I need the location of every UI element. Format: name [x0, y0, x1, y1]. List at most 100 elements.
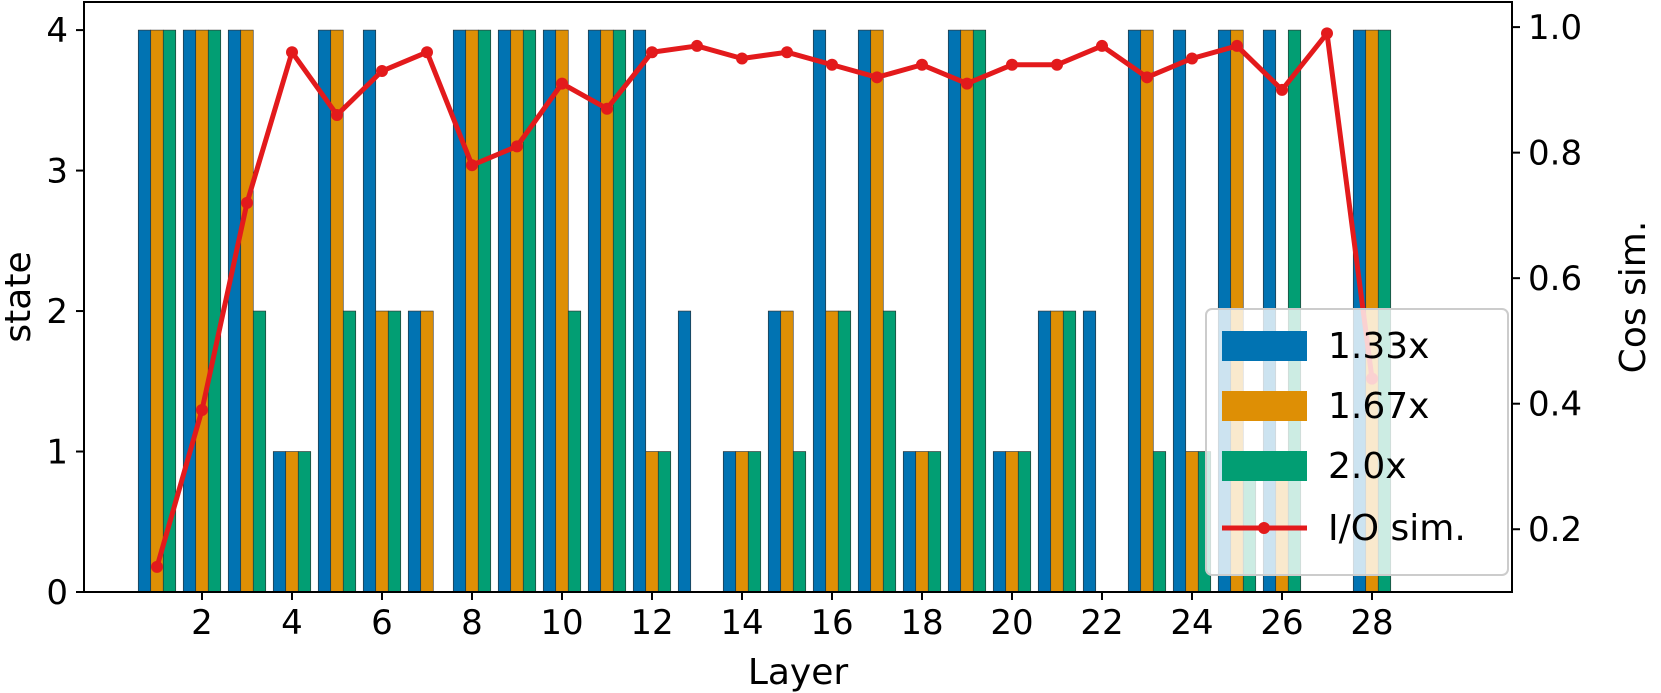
bar-2-0x-layer-15 [792, 451, 807, 593]
bar-2-0x-layer-4 [297, 451, 312, 593]
bar-1-33x-layer-15 [767, 310, 782, 593]
bar-2-0x-layer-23 [1152, 451, 1167, 593]
bar-1-67x-layer-6 [375, 310, 389, 593]
x-axis-ticks: 2 4 6 8 10 12 14 16 18 20 22 24 26 28 [191, 592, 1394, 643]
bar-1-33x-layer-18 [902, 451, 917, 593]
bar-1-67x-layer-23 [1140, 29, 1154, 593]
bar-1-33x-layer-16 [812, 29, 827, 593]
bar-2-0x-layer-16 [837, 310, 852, 593]
bar-1-67x-layer-4 [285, 451, 299, 593]
bar-1-67x-layer-3 [240, 29, 254, 593]
io-sim-point-layer-9 [511, 140, 523, 153]
y-tick-label-1: 1 [46, 433, 68, 473]
bar-1-67x-layer-1 [150, 29, 164, 593]
io-sim-point-layer-17 [871, 71, 883, 84]
y-right-tick-label-0-2: 0.2 [1528, 510, 1582, 550]
bar-2-0x-layer-19 [972, 29, 987, 593]
io-sim-point-layer-6 [376, 65, 388, 78]
io-sim-point-layer-25 [1231, 39, 1243, 52]
bar-1-67x-layer-19 [960, 29, 974, 593]
bars-group [137, 29, 1392, 593]
bar-2-0x-layer-14 [747, 451, 762, 593]
y-right-tick-label-0-6: 0.6 [1528, 259, 1582, 299]
bar-2-0x-layer-8 [477, 29, 492, 593]
bar-1-67x-layer-12 [645, 451, 659, 593]
io-sim-point-layer-24 [1186, 52, 1198, 65]
io-sim-point-layer-20 [1006, 58, 1018, 71]
io-sim-point-layer-11 [601, 102, 613, 115]
bar-1-33x-layer-13 [677, 310, 692, 593]
io-sim-point-layer-2 [196, 403, 208, 416]
y-right-tick-label-0-8: 0.8 [1528, 134, 1582, 174]
legend-label-1-67x: 1.67x [1328, 386, 1429, 427]
bar-1-33x-layer-4 [272, 451, 287, 593]
bar-1-33x-layer-7 [407, 310, 422, 593]
bar-2-0x-layer-2 [207, 29, 222, 593]
bar-1-67x-layer-16 [825, 310, 839, 593]
x-tick-label-10: 10 [540, 603, 583, 643]
bar-1-33x-layer-10 [542, 29, 557, 593]
bar-2-0x-layer-9 [522, 29, 537, 593]
bar-1-67x-layer-20 [1005, 451, 1019, 593]
io-sim-point-layer-22 [1096, 39, 1108, 52]
bar-1-67x-layer-18 [915, 451, 929, 593]
legend-marker-io-sim [1258, 522, 1270, 534]
bar-2-0x-layer-20 [1017, 451, 1032, 593]
io-sim-point-layer-10 [556, 77, 568, 90]
bar-1-33x-layer-5 [317, 29, 332, 593]
io-sim-point-layer-27 [1321, 27, 1333, 40]
bar-2-0x-layer-6 [387, 310, 402, 593]
bar-1-33x-layer-20 [992, 451, 1007, 593]
x-tick-label-24: 24 [1170, 603, 1213, 643]
y-right-tick-label-0-4: 0.4 [1528, 385, 1582, 425]
io-sim-point-layer-15 [781, 46, 793, 59]
x-tick-label-16: 16 [810, 603, 853, 643]
y-tick-label-2: 2 [46, 292, 68, 332]
io-sim-point-layer-18 [916, 58, 928, 71]
bar-1-33x-layer-19 [947, 29, 962, 593]
bar-1-33x-layer-17 [857, 29, 872, 593]
bar-2-0x-layer-17 [882, 310, 897, 593]
y-right-axis-label: Cos sim. [1613, 221, 1654, 374]
io-sim-point-layer-5 [331, 108, 343, 121]
io-sim-point-layer-7 [421, 46, 433, 59]
bar-1-67x-layer-15 [780, 310, 794, 593]
io-sim-point-layer-23 [1141, 71, 1153, 84]
bar-1-33x-layer-22 [1082, 310, 1097, 593]
legend-swatch-1-67x [1222, 391, 1307, 421]
io-sim-point-layer-14 [736, 52, 748, 65]
legend-swatch-1-33x [1222, 331, 1307, 361]
bar-1-67x-layer-7 [420, 310, 434, 593]
y-tick-label-4: 4 [46, 11, 68, 51]
bar-1-33x-layer-9 [497, 29, 512, 593]
io-sim-point-layer-21 [1051, 58, 1063, 71]
io-sim-point-layer-16 [826, 58, 838, 71]
io-sim-point-layer-4 [286, 46, 298, 59]
legend-swatch-2-0x [1222, 451, 1307, 481]
y-right-tick-label-1-0: 1.0 [1528, 8, 1582, 48]
io-sim-point-layer-12 [646, 46, 658, 59]
io-sim-line [154, 30, 1375, 568]
y-right-axis-ticks: 0.2 0.4 0.6 0.8 1.0 [1512, 8, 1582, 550]
x-tick-label-2: 2 [191, 603, 213, 643]
x-tick-label-18: 18 [900, 603, 943, 643]
legend-label-2-0x: 2.0x [1328, 446, 1407, 487]
bar-1-33x-layer-11 [587, 29, 602, 593]
x-tick-label-6: 6 [371, 603, 393, 643]
bar-2-0x-layer-3 [252, 310, 267, 593]
bar-1-67x-layer-9 [510, 29, 524, 593]
x-axis-label: Layer [748, 652, 849, 693]
bar-2-0x-layer-18 [927, 451, 942, 593]
legend-label-1-33x: 1.33x [1328, 326, 1429, 367]
plot-frame [83, 1, 1513, 593]
y-tick-label-0: 0 [46, 573, 68, 613]
io-sim-line-group [151, 27, 1378, 573]
bar-2-0x-layer-12 [657, 451, 672, 593]
x-tick-label-8: 8 [461, 603, 483, 643]
bar-1-67x-layer-10 [555, 29, 569, 593]
bar-1-67x-layer-17 [870, 29, 884, 593]
io-sim-point-layer-13 [691, 39, 703, 52]
y-axis-label: state [0, 251, 39, 342]
legend: 1.33x 1.67x 2.0x I/O sim. [1205, 308, 1509, 576]
